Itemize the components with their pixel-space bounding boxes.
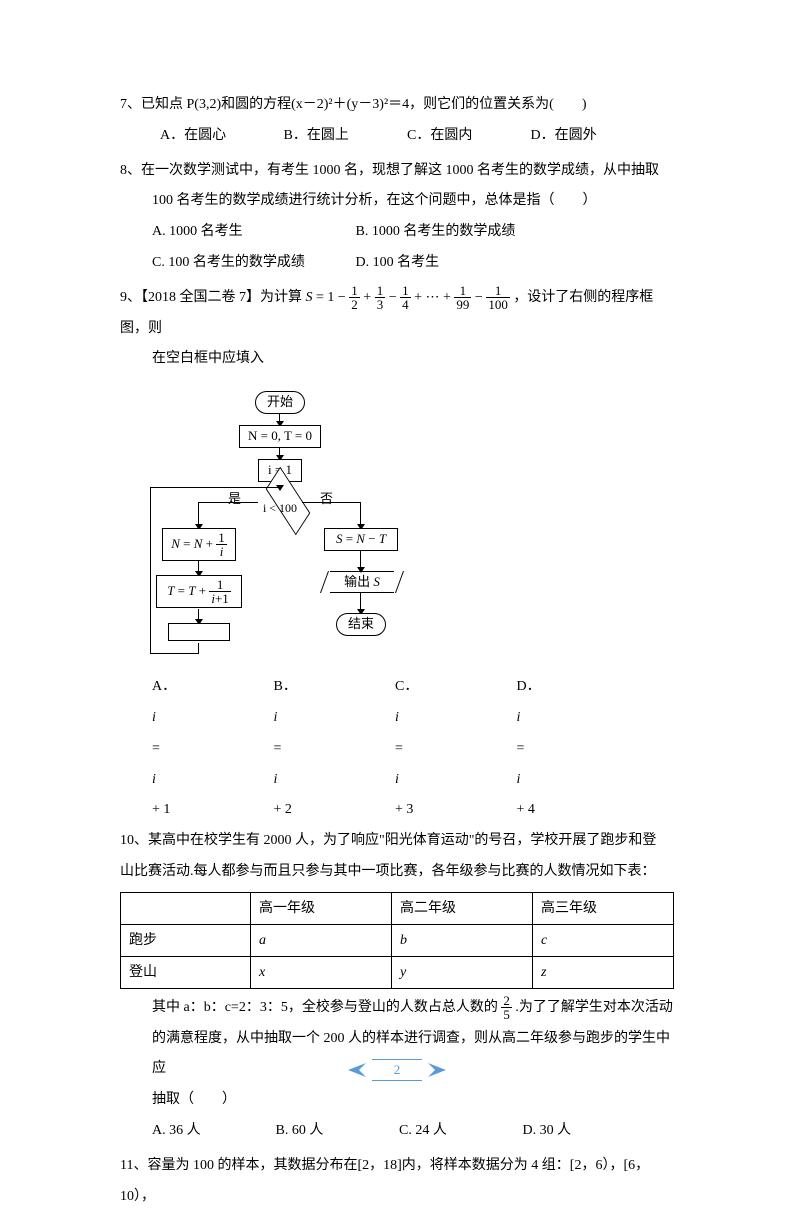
question-7: 7、已知点 P(3,2)和圆的方程(x－2)²＋(y－3)²＝4，则它们的位置关… — [120, 90, 674, 152]
q7-options: A．在圆心 B．在圆上 C．在圆内 D．在圆外 — [120, 121, 674, 152]
table-row: 高一年级 高二年级 高三年级 — [121, 892, 674, 924]
th1: 高一年级 — [251, 892, 392, 924]
ribbon-right-icon — [428, 1063, 446, 1077]
fc-yes: 是 — [228, 485, 241, 514]
q7-opt-b: B．在圆上 — [284, 121, 404, 152]
q9-opt-c: C．i = i + 3 — [395, 672, 513, 826]
q9-formula: S = 1 − 12 + 13 − 14 + ⋯ + 199 − 1100 — [306, 290, 514, 305]
fc-no: 否 — [320, 485, 333, 514]
q7-opt-d: D．在圆外 — [531, 121, 651, 152]
th3: 高三年级 — [533, 892, 674, 924]
fc-left2: T = T + 1i+1 — [156, 575, 242, 608]
q10-opt-a: A. 36 人 — [152, 1116, 272, 1147]
q10-after1: 其中 a：b：c=2：3：5，全校参与登山的人数占总人数的 25 .为了了解学生… — [120, 993, 674, 1024]
question-8: 8、在一次数学测试中，有考生 1000 名，现想了解这 1000 名考生的数学成… — [120, 156, 674, 279]
fc-right1: S = N − T — [324, 528, 398, 551]
q7-opt-c: C．在圆内 — [407, 121, 527, 152]
flowchart: 开始 N = 0, T = 0 i = 1 i < 100 是 否 N = N … — [150, 391, 430, 656]
ribbon-left-icon — [348, 1063, 366, 1077]
q9-opt-d: D．i = i + 4 — [517, 672, 635, 826]
q10-opt-d: D. 30 人 — [523, 1116, 643, 1147]
q8-line1: 8、在一次数学测试中，有考生 1000 名，现想了解这 1000 名考生的数学成… — [120, 156, 674, 187]
q8-opt-a: A. 1000 名考生 — [152, 217, 352, 248]
fc-cond: i < 100 — [258, 495, 302, 521]
r1c3: c — [533, 924, 674, 956]
table-row: 登山 x y z — [121, 956, 674, 988]
th0 — [121, 892, 251, 924]
q8-row2: C. 100 名考生的数学成绩 D. 100 名考生 — [120, 248, 674, 279]
fc-init: N = 0, T = 0 — [239, 425, 321, 448]
r1c0: 跑步 — [121, 924, 251, 956]
r2c3: z — [533, 956, 674, 988]
question-9: 9、【2018 全国二卷 7】为计算 S = 1 − 12 + 13 − 14 … — [120, 283, 674, 375]
q9-line2: 在空白框中应填入 — [120, 344, 674, 375]
q7-opt-a: A．在圆心 — [160, 121, 280, 152]
r2c1: x — [251, 956, 392, 988]
q10-table: 高一年级 高二年级 高三年级 跑步 a b c 登山 x y z — [120, 892, 674, 989]
question-11: 11、容量为 100 的样本，其数据分布在[2，18]内，将样本数据分为 4 组… — [120, 1151, 674, 1212]
q7-text: 7、已知点 P(3,2)和圆的方程(x－2)²＋(y－3)²＝4，则它们的位置关… — [120, 90, 674, 121]
q10-opt-b: B. 60 人 — [276, 1116, 396, 1147]
q8-row1: A. 1000 名考生 B. 1000 名考生的数学成绩 — [120, 217, 674, 248]
fc-end: 结束 — [336, 613, 386, 636]
q9-opt-b: B．i = i + 2 — [274, 672, 392, 826]
q10-line1: 10、某高中在校学生有 2000 人，为了响应"阳光体育运动"的号召，学校开展了… — [120, 826, 674, 857]
r1c2: b — [392, 924, 533, 956]
fc-left1: N = N + 1i — [162, 528, 236, 561]
r2c2: y — [392, 956, 533, 988]
q9-line1: 9、【2018 全国二卷 7】为计算 S = 1 − 12 + 13 − 14 … — [120, 283, 674, 345]
q8-opt-c: C. 100 名考生的数学成绩 — [152, 248, 352, 279]
q10-after1-suf: .为了了解学生对本次活动 — [515, 1000, 673, 1015]
q9-opt-a: A．i = i + 1 — [152, 672, 270, 826]
q10-options: A. 36 人 B. 60 人 C. 24 人 D. 30 人 — [120, 1116, 674, 1147]
q8-line2: 100 名考生的数学成绩进行统计分析，在这个问题中，总体是指（ ） — [120, 186, 674, 217]
q9-prefix: 9、【2018 全国二卷 7】为计算 — [120, 290, 302, 305]
r1c1: a — [251, 924, 392, 956]
q10-line2: 山比赛活动.每人都参与而且只参与其中一项比赛，各年级参与比赛的人数情况如下表： — [120, 857, 674, 888]
q10-after3: 抽取（ ） — [120, 1085, 674, 1116]
q10-opt-c: C. 24 人 — [399, 1116, 519, 1147]
q10-after1-pre: 其中 a：b：c=2：3：5，全校参与登山的人数占总人数的 — [152, 1000, 498, 1015]
table-row: 跑步 a b c — [121, 924, 674, 956]
q9-options: A．i = i + 1 B．i = i + 2 C．i = i + 3 D．i … — [120, 672, 674, 826]
page-footer: 2 — [342, 1057, 452, 1083]
fc-blank — [168, 623, 230, 641]
q8-opt-b: B. 1000 名考生的数学成绩 — [356, 224, 516, 239]
r2c0: 登山 — [121, 956, 251, 988]
th2: 高二年级 — [392, 892, 533, 924]
fc-start: 开始 — [255, 391, 305, 414]
q11-line1: 11、容量为 100 的样本，其数据分布在[2，18]内，将样本数据分为 4 组… — [120, 1151, 674, 1212]
q8-opt-d: D. 100 名考生 — [356, 255, 440, 270]
question-10: 10、某高中在校学生有 2000 人，为了响应"阳光体育运动"的号召，学校开展了… — [120, 826, 674, 1147]
fc-output: 输出 S — [330, 571, 394, 593]
page-number: 2 — [372, 1059, 422, 1081]
